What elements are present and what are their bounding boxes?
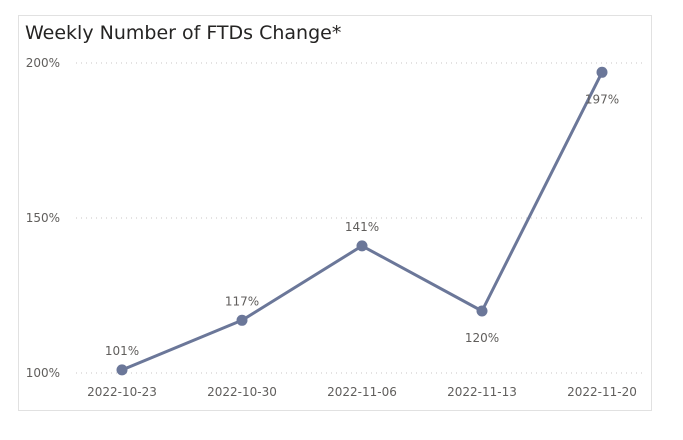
data-point [476, 305, 488, 317]
chart-card: Weekly Number of FTDs Change* 100% 150% 20… [18, 15, 652, 411]
data-point [236, 314, 248, 326]
y-tick-label: 200% [26, 56, 60, 70]
line-chart: 100% 150% 200% 2022-10-23 2022-10-30 2022-11-… [26, 56, 645, 399]
y-tick-label: 100% [26, 366, 60, 380]
data-label: 120% [465, 331, 499, 345]
x-tick-label: 2022-10-30 [207, 385, 277, 399]
data-label: 197% [585, 92, 619, 106]
data-label: 101% [105, 344, 139, 358]
data-point [356, 240, 368, 252]
x-tick-label: 2022-11-20 [567, 385, 637, 399]
chart-title: Weekly Number of FTDs Change* [25, 22, 342, 44]
data-label: 117% [225, 294, 259, 308]
y-tick-label: 150% [26, 211, 60, 225]
data-point [116, 364, 128, 376]
data-point [596, 66, 608, 78]
x-tick-label: 2022-11-13 [447, 385, 517, 399]
x-tick-label: 2022-10-23 [87, 385, 157, 399]
data-label: 141% [345, 220, 379, 234]
x-tick-label: 2022-11-06 [327, 385, 397, 399]
